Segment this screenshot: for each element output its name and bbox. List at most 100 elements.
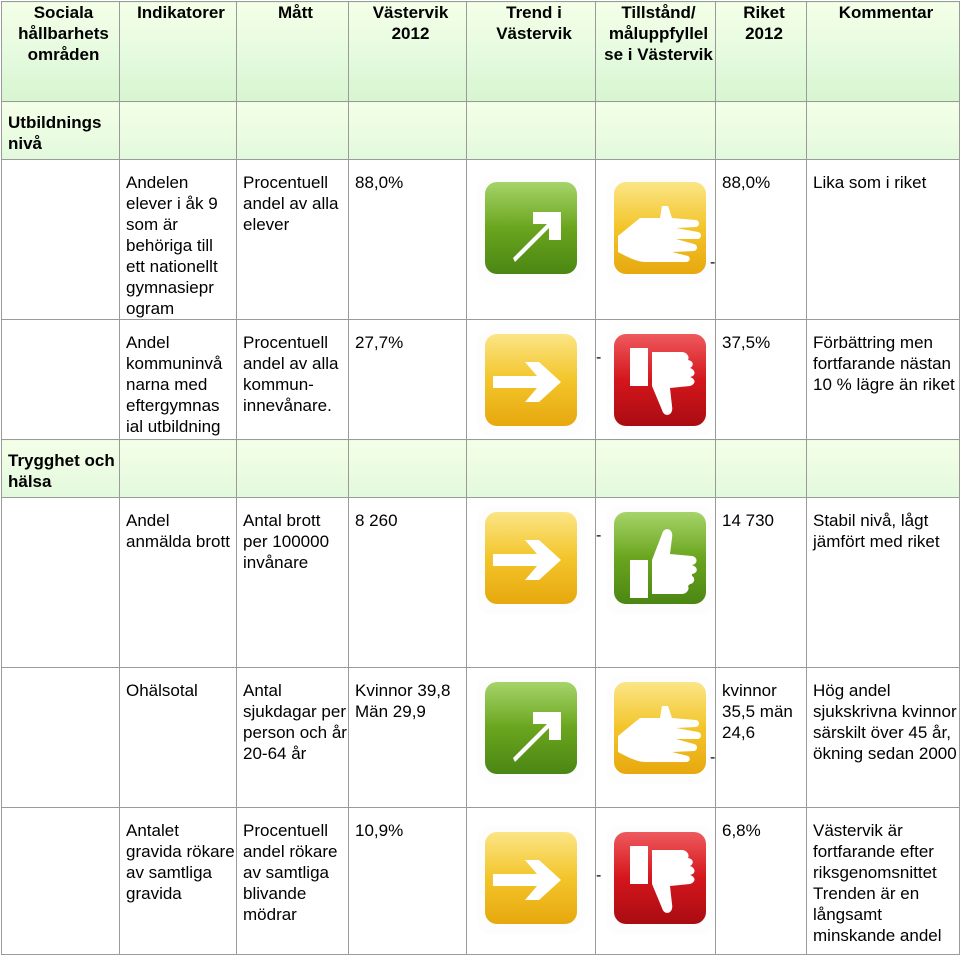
header-riket: Riket 2012 — [715, 1, 807, 102]
section-title: Trygghet och hälsa — [1, 439, 120, 498]
vastervik-value: 8 260 — [348, 497, 467, 668]
area-cell — [1, 807, 120, 955]
measure-cell: Procentuell andel av alla kommun-innevån… — [236, 319, 349, 440]
status-cell: - — [595, 667, 716, 808]
vastervik-value: 88,0% — [348, 159, 467, 320]
trend-cell — [466, 807, 596, 955]
section-empty-cell — [466, 101, 596, 160]
arrow-right-icon — [477, 506, 585, 614]
header-indicator: Indikatorer — [119, 1, 237, 102]
vastervik-value: 27,7% — [348, 319, 467, 440]
indicator-cell: Antalet gravida rökare av samtliga gravi… — [119, 807, 237, 955]
section-title: Utbildnings nivå — [1, 101, 120, 160]
riket-value-text: 14 730 — [722, 511, 774, 530]
comment-text: Stabil nivå, lågt jämfört med riket — [813, 511, 940, 551]
section-empty-cell — [119, 439, 237, 498]
section-row: Trygghet och hälsa — [1, 439, 960, 498]
comment-cell: Västervik är fortfarande efter riksgenom… — [806, 807, 960, 955]
vastervik-value-text: 10,9% — [355, 821, 404, 840]
indicator-cell: Andel anmälda brott — [119, 497, 237, 668]
header-area: Sociala hållbarhets områden — [1, 1, 120, 102]
flat-hand-icon — [606, 176, 714, 284]
indicator-cell-text: Andel kommuninvå narna med eftergymnas i… — [126, 333, 223, 436]
thumbs-up-icon — [606, 506, 714, 614]
riket-value: 6,8% — [715, 807, 807, 955]
measure-cell: Antal sjukdagar per person och år 20-64 … — [236, 667, 349, 808]
section-empty-cell — [595, 101, 716, 160]
trend-cell — [466, 497, 596, 668]
table-row: Andel kommuninvå narna med eftergymnas i… — [1, 319, 960, 440]
comment-cell: Förbättring men fortfarande nästan 10 % … — [806, 319, 960, 440]
status-cell: - — [595, 807, 716, 955]
comment-text: Västervik är fortfarande efter riksgenom… — [813, 821, 942, 945]
riket-value-text: kvinnor 35,5 män 24,6 — [722, 681, 793, 742]
indicator-cell-text: Ohälsotal — [126, 681, 198, 700]
vastervik-value-text: 88,0% — [355, 173, 404, 192]
indicator-cell-text: Andel anmälda brott — [126, 511, 230, 551]
table-row: Andel anmälda brott Antal brott per 10000… — [1, 497, 960, 668]
measure-cell-text: Procentuell andel av alla elever — [243, 173, 339, 234]
section-empty-cell — [348, 439, 467, 498]
measure-cell: Procentuell andel av alla elever — [236, 159, 349, 320]
area-cell — [1, 159, 120, 320]
measure-cell: Procentuell andel rökare av samtliga bli… — [236, 807, 349, 955]
header-vastervik: Västervik 2012 — [348, 1, 467, 102]
status-cell: - — [595, 159, 716, 320]
header-status: Tillstånd/ måluppfyllel se i Västervik — [595, 1, 716, 102]
comment-text: Hög andel sjukskrivna kvinnor särskilt ö… — [813, 681, 957, 763]
riket-value: 37,5% — [715, 319, 807, 440]
section-empty-cell — [806, 439, 960, 498]
section-empty-cell — [348, 101, 467, 160]
table-row: Ohälsotal Antal sjukdagar per person och … — [1, 667, 960, 808]
header-comment: Kommentar — [806, 1, 960, 102]
thumbs-down-icon — [606, 826, 714, 934]
riket-value-text: 6,8% — [722, 821, 761, 840]
area-cell — [1, 497, 120, 668]
area-cell — [1, 667, 120, 808]
trend-cell — [466, 667, 596, 808]
flat-hand-icon — [606, 676, 714, 784]
section-empty-cell — [715, 101, 807, 160]
indicator-cell: Andelen elever i åk 9 som är behöriga ti… — [119, 159, 237, 320]
comment-cell: Hög andel sjukskrivna kvinnor särskilt ö… — [806, 667, 960, 808]
section-empty-cell — [236, 101, 349, 160]
table-row: Antalet gravida rökare av samtliga gravi… — [1, 807, 960, 955]
measure-cell: Antal brott per 100000 invånare — [236, 497, 349, 668]
thumbs-down-icon — [606, 328, 714, 436]
header-measure: Mått — [236, 1, 349, 102]
section-empty-cell — [466, 439, 596, 498]
riket-value-text: 88,0% — [722, 173, 771, 192]
arrow-up-right-icon — [477, 176, 585, 284]
indicator-cell: Ohälsotal — [119, 667, 237, 808]
section-row: Utbildnings nivå — [1, 101, 960, 160]
section-empty-cell — [119, 101, 237, 160]
riket-value-text: 37,5% — [722, 333, 771, 352]
arrow-right-icon — [477, 328, 585, 436]
indicator-cell-text: Andelen elever i åk 9 som är behöriga ti… — [126, 173, 218, 318]
table-row: Andelen elever i åk 9 som är behöriga ti… — [1, 159, 960, 320]
indicator-cell: Andel kommuninvå narna med eftergymnas i… — [119, 319, 237, 440]
trend-cell — [466, 319, 596, 440]
dash-mark: - — [710, 254, 716, 271]
header-trend: Trend i Västervik — [466, 1, 596, 102]
riket-value: kvinnor 35,5 män 24,6 — [715, 667, 807, 808]
vastervik-value: Kvinnor 39,8 Män 29,9 — [348, 667, 467, 808]
section-empty-cell — [236, 439, 349, 498]
section-empty-cell — [806, 101, 960, 160]
vastervik-value: 10,9% — [348, 807, 467, 955]
indicator-cell-text: Antalet gravida rökare av samtliga gravi… — [126, 821, 235, 903]
measure-cell-text: Procentuell andel rökare av samtliga bli… — [243, 821, 338, 924]
trend-cell — [466, 159, 596, 320]
vastervik-value-text: 27,7% — [355, 333, 404, 352]
arrow-up-right-icon — [477, 676, 585, 784]
vastervik-value-text: 8 260 — [355, 511, 398, 530]
section-empty-cell — [715, 439, 807, 498]
comment-text: Lika som i riket — [813, 173, 927, 192]
measure-cell-text: Antal sjukdagar per person och år 20-64 … — [243, 681, 347, 763]
riket-value: 88,0% — [715, 159, 807, 320]
vastervik-value-text: Kvinnor 39,8 Män 29,9 — [355, 681, 451, 721]
comment-cell: Lika som i riket — [806, 159, 960, 320]
status-cell: - — [595, 497, 716, 668]
area-cell — [1, 319, 120, 440]
